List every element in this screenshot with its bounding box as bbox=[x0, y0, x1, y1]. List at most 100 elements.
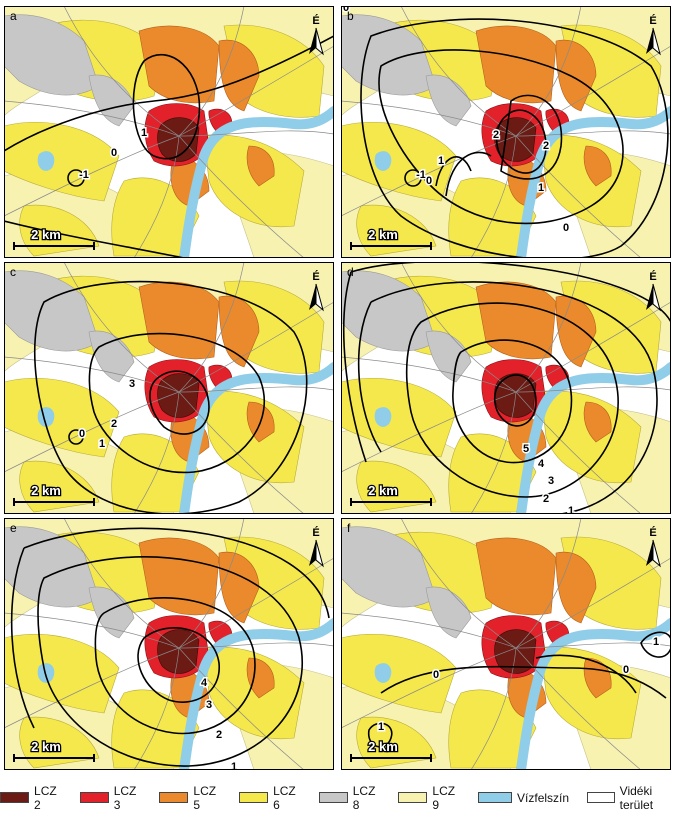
scale-bar: 2 km bbox=[13, 482, 95, 506]
isotherm-line bbox=[357, 281, 658, 514]
legend-swatch bbox=[159, 792, 189, 803]
scale-line bbox=[350, 242, 432, 250]
panel-frame bbox=[341, 6, 671, 258]
legend-label: LCZ 8 bbox=[352, 783, 376, 812]
panel-frame bbox=[4, 518, 334, 770]
road bbox=[4, 647, 180, 729]
scale-label: 2 km bbox=[31, 739, 61, 754]
isotherm-label: 0 bbox=[563, 222, 569, 234]
north-label: É bbox=[649, 526, 656, 539]
legend-item-rural: Vidéki terület bbox=[587, 784, 675, 812]
isotherm-label: 3 bbox=[129, 378, 135, 390]
lcz5-zone bbox=[583, 401, 612, 443]
road bbox=[4, 356, 180, 393]
lcz2-zone bbox=[157, 373, 200, 418]
road bbox=[515, 391, 642, 514]
isotherm-line bbox=[445, 151, 492, 197]
lcz6-zone bbox=[4, 633, 120, 714]
isotherm-label: 1 bbox=[99, 438, 105, 450]
lcz8-zone bbox=[425, 586, 472, 639]
lcz5-zone bbox=[583, 145, 612, 187]
map-panel-c: 3 21 0 É 2 km c bbox=[4, 262, 334, 514]
isotherm-label: 1 bbox=[568, 505, 574, 514]
road bbox=[515, 557, 671, 649]
road bbox=[4, 612, 180, 649]
lake bbox=[374, 407, 392, 427]
legend-swatch bbox=[79, 792, 109, 803]
lcz5-zone bbox=[583, 657, 612, 699]
map-panel-e: 4 3 2 1 É 2 km e bbox=[4, 518, 334, 770]
isotherm-label: 0 bbox=[343, 6, 349, 14]
lcz6-zone bbox=[540, 134, 642, 228]
legend-swatch bbox=[0, 792, 30, 803]
isotherm-label: 3 bbox=[548, 475, 554, 487]
panel-letter: f bbox=[347, 521, 351, 535]
road bbox=[400, 262, 517, 393]
isotherm-label: 5 bbox=[523, 443, 529, 455]
north-arrow-icon: É bbox=[646, 526, 661, 568]
north-arrow-right bbox=[652, 27, 661, 56]
north-arrow-left bbox=[309, 28, 316, 54]
road bbox=[515, 518, 582, 649]
isotherm-label: 2 bbox=[543, 493, 549, 505]
lcz8-zone bbox=[88, 330, 135, 383]
scale-label: 2 km bbox=[31, 483, 61, 498]
road bbox=[470, 135, 517, 258]
isotherm-label: 3 bbox=[206, 699, 212, 711]
isotherm-line bbox=[88, 332, 265, 474]
scale-line bbox=[350, 498, 432, 506]
isotherm-label: 0 bbox=[426, 175, 432, 187]
north-arrow-icon: É bbox=[646, 270, 661, 312]
isotherm-line bbox=[368, 722, 393, 748]
isotherm-label: 0 bbox=[79, 428, 85, 440]
lcz6-zone bbox=[341, 633, 457, 714]
north-label: É bbox=[649, 270, 656, 283]
scale-bar: 2 km bbox=[350, 738, 432, 762]
lcz8-zone bbox=[88, 586, 135, 639]
scale-label: 2 km bbox=[368, 483, 398, 498]
panel-letter: b bbox=[347, 9, 354, 23]
isotherm-line bbox=[360, 18, 669, 258]
isotherm-label: 1 bbox=[538, 182, 544, 194]
river bbox=[179, 618, 334, 770]
isotherm-line bbox=[67, 169, 85, 187]
lake bbox=[37, 151, 55, 171]
legend-item-lcz3: LCZ 3 bbox=[79, 784, 142, 812]
legend-swatch bbox=[239, 792, 269, 803]
road bbox=[515, 647, 642, 770]
legend-swatch bbox=[478, 792, 513, 803]
road bbox=[515, 6, 582, 137]
road bbox=[63, 6, 180, 137]
isotherm-line bbox=[378, 49, 624, 225]
legend-label: Vízfelszín bbox=[517, 790, 570, 805]
lcz5-zone bbox=[138, 25, 220, 104]
legend: LCZ 2 LCZ 3 LCZ 5 LCZ 6 LCZ 8 LCZ 9 Vízf… bbox=[0, 776, 675, 819]
lcz2-zone bbox=[494, 373, 537, 418]
legend-item-lcz2: LCZ 2 bbox=[0, 784, 62, 812]
isotherm-line bbox=[68, 429, 84, 445]
isotherm-line bbox=[149, 370, 210, 435]
road bbox=[178, 135, 305, 258]
legend-label: LCZ 6 bbox=[273, 783, 296, 812]
isotherm-label: -1 bbox=[416, 169, 426, 181]
road bbox=[178, 6, 245, 137]
isotherm-label: 1 bbox=[141, 127, 147, 139]
scale-label: 2 km bbox=[31, 227, 61, 242]
road bbox=[341, 391, 517, 473]
road bbox=[133, 135, 180, 258]
north-arrow-icon: É bbox=[309, 270, 324, 312]
isotherm-label: 4 bbox=[538, 458, 545, 470]
north-arrow-icon: É bbox=[309, 526, 324, 568]
road bbox=[178, 642, 334, 649]
legend-swatch bbox=[318, 792, 348, 803]
legend-label: LCZ 5 bbox=[193, 783, 217, 812]
isotherm-label: -1 bbox=[79, 169, 89, 181]
lcz8-zone bbox=[425, 74, 472, 127]
panel-frame bbox=[341, 262, 671, 514]
map-panel-f: 0 0 1 1 É 2 km f bbox=[341, 518, 671, 770]
isotherm-label: 0 bbox=[111, 147, 117, 159]
panel-letter: a bbox=[10, 9, 17, 23]
legend-item-water: Vízfelszín bbox=[478, 791, 569, 805]
